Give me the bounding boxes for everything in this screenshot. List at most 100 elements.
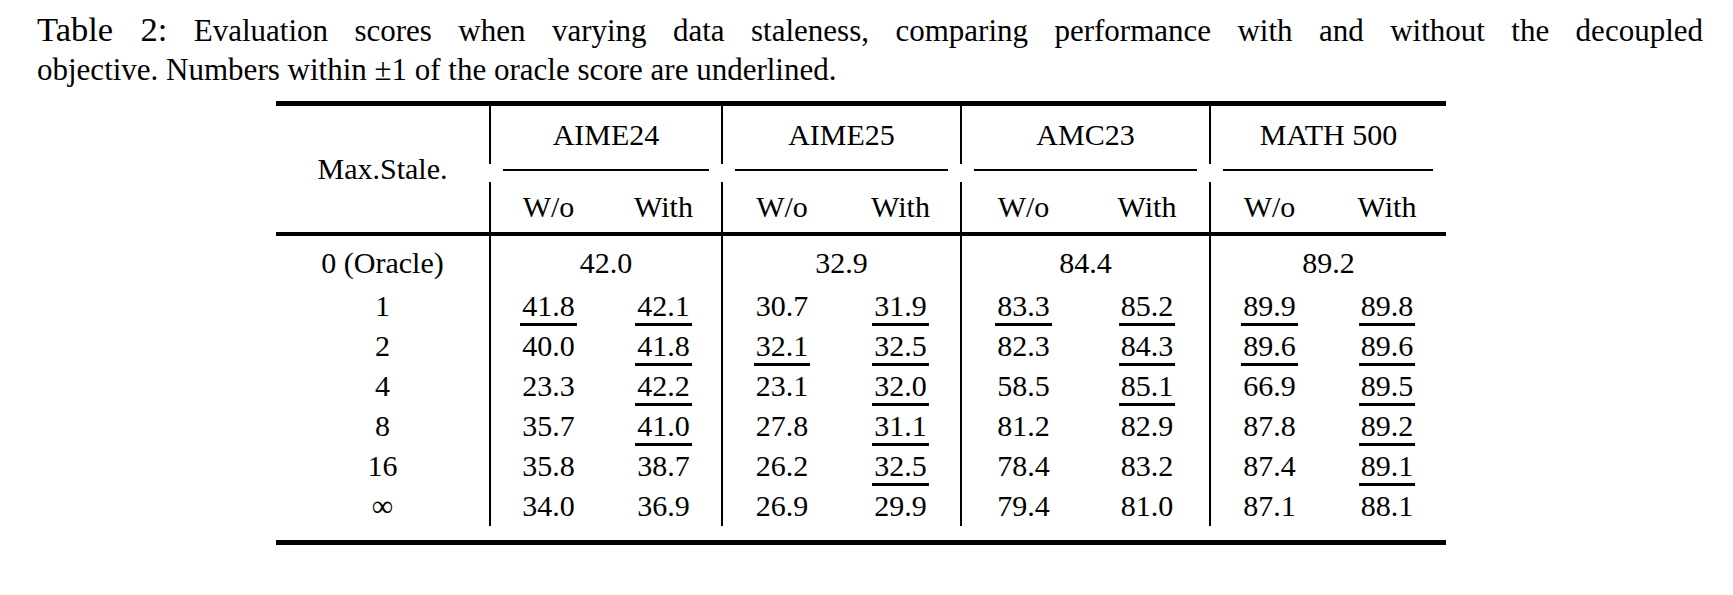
- score: 81.2: [995, 409, 1052, 443]
- oracle-score: 42.0: [490, 234, 722, 286]
- score-underlined: 85.2: [1119, 289, 1176, 326]
- score-underlined: 83.3: [995, 289, 1052, 326]
- sub-header: W/o: [1210, 182, 1328, 234]
- sub-header: W/o: [722, 182, 841, 234]
- table-caption: Table 2: Evaluation scores when varying …: [37, 10, 1703, 89]
- data-row: 2 40.0 41.8 32.1 32.5 82.3 84.3 89.6 89.6: [276, 326, 1446, 366]
- score-cell: 40.0: [490, 326, 606, 366]
- score-underlined: 31.1: [872, 409, 929, 446]
- cmidrule-cell: [490, 164, 722, 182]
- score-cell: 89.2: [1328, 406, 1446, 446]
- score-underlined: 42.2: [635, 369, 692, 406]
- score: 26.2: [754, 449, 811, 483]
- oracle-score: 32.9: [722, 234, 961, 286]
- cmidrule-line: [974, 169, 1197, 171]
- score-cell: 89.8: [1328, 286, 1446, 326]
- score-cell: 82.3: [961, 326, 1085, 366]
- score-cell: 29.9: [841, 486, 961, 526]
- group-header-math500: MATH 500: [1210, 104, 1446, 165]
- score: 66.9: [1241, 369, 1298, 403]
- score-cell: 89.5: [1328, 366, 1446, 406]
- score-cell: 31.1: [841, 406, 961, 446]
- spacer-row: [276, 526, 1446, 543]
- score: 35.7: [520, 409, 577, 443]
- score: 36.9: [635, 489, 692, 523]
- score-cell: 89.1: [1328, 446, 1446, 486]
- score-cell: 87.4: [1210, 446, 1328, 486]
- score-underlined: 89.6: [1241, 329, 1298, 366]
- score: 81.0: [1119, 489, 1176, 523]
- sub-header: With: [606, 182, 722, 234]
- score: 27.8: [754, 409, 811, 443]
- score-cell: 79.4: [961, 486, 1085, 526]
- score-underlined: 89.1: [1359, 449, 1416, 486]
- cmidrule-line: [1223, 169, 1433, 171]
- results-table: Max.Stale. AIME24 AIME25 AMC23 MATH 500 …: [276, 101, 1446, 545]
- score-underlined: 41.8: [635, 329, 692, 366]
- score: 58.5: [995, 369, 1052, 403]
- oracle-score: 89.2: [1210, 234, 1446, 286]
- score: 30.7: [754, 289, 811, 323]
- score-cell: 78.4: [961, 446, 1085, 486]
- cmidrule-cell: [722, 164, 961, 182]
- score-underlined: 89.5: [1359, 369, 1416, 406]
- score-underlined: 32.5: [872, 329, 929, 366]
- group-header-aime24: AIME24: [490, 104, 722, 165]
- score-cell: 83.2: [1085, 446, 1210, 486]
- score-underlined: 32.1: [754, 329, 811, 366]
- score-underlined: 32.5: [872, 449, 929, 486]
- score: 23.3: [520, 369, 577, 403]
- score-cell: 81.2: [961, 406, 1085, 446]
- score-cell: 32.5: [841, 446, 961, 486]
- score-cell: 58.5: [961, 366, 1085, 406]
- score-cell: 35.8: [490, 446, 606, 486]
- row-label: 2: [276, 326, 490, 366]
- score-cell: 87.1: [1210, 486, 1328, 526]
- caption-text-1: Evaluation scores when varying data stal…: [194, 13, 1703, 48]
- score-cell: 87.8: [1210, 406, 1328, 446]
- score: 87.1: [1241, 489, 1298, 523]
- oracle-score: 84.4: [961, 234, 1210, 286]
- score-cell: 26.2: [722, 446, 841, 486]
- cmidrule-line: [503, 169, 709, 171]
- caption-line-1: Table 2: Evaluation scores when varying …: [37, 10, 1703, 50]
- score-cell: 23.1: [722, 366, 841, 406]
- score-cell: 89.6: [1328, 326, 1446, 366]
- score-cell: 85.2: [1085, 286, 1210, 326]
- sub-header: W/o: [961, 182, 1085, 234]
- score: 40.0: [520, 329, 577, 363]
- spacer-cell: [276, 526, 1446, 543]
- score-underlined: 89.8: [1359, 289, 1416, 326]
- caption-line-2: objective. Numbers within ±1 of the orac…: [37, 50, 1703, 89]
- cmidrule-cell: [1210, 164, 1446, 182]
- score-underlined: 85.1: [1119, 369, 1176, 406]
- score-cell: 82.9: [1085, 406, 1210, 446]
- score-underlined: 42.1: [635, 289, 692, 326]
- score-cell: 41.8: [490, 286, 606, 326]
- score-underlined: 84.3: [1119, 329, 1176, 366]
- score-cell: 32.5: [841, 326, 961, 366]
- score-underlined: 89.9: [1241, 289, 1298, 326]
- score-underlined: 32.0: [872, 369, 929, 406]
- score: 78.4: [995, 449, 1052, 483]
- score-cell: 88.1: [1328, 486, 1446, 526]
- data-row: ∞34.036.926.929.979.481.087.188.1: [276, 486, 1446, 526]
- sub-header: With: [1085, 182, 1210, 234]
- row-label: 0 (Oracle): [276, 234, 490, 286]
- group-header-amc23: AMC23: [961, 104, 1210, 165]
- table-header: Max.Stale. AIME24 AIME25 AMC23 MATH 500 …: [276, 104, 1446, 235]
- caption-label: Table 2:: [37, 10, 167, 48]
- score: 23.1: [754, 369, 811, 403]
- data-row: 423.342.223.132.058.585.166.989.5: [276, 366, 1446, 406]
- score-cell: 84.3: [1085, 326, 1210, 366]
- score: 88.1: [1359, 489, 1416, 523]
- score-underlined: 41.0: [635, 409, 692, 446]
- score: 83.2: [1119, 449, 1176, 483]
- score-cell: 38.7: [606, 446, 722, 486]
- score-cell: 83.3: [961, 286, 1085, 326]
- score-cell: 85.1: [1085, 366, 1210, 406]
- score-cell: 31.9: [841, 286, 961, 326]
- score: 26.9: [754, 489, 811, 523]
- score-underlined: 89.6: [1359, 329, 1416, 366]
- row-label: 8: [276, 406, 490, 446]
